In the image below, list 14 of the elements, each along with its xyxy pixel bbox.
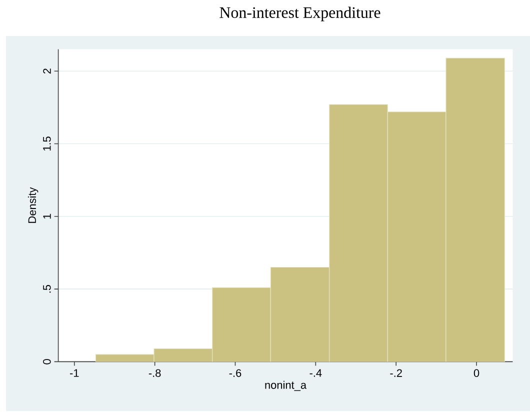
- x-tick-label: -.4: [310, 369, 322, 377]
- x-tick-label: 0: [474, 369, 480, 377]
- y-tick-label: 2: [43, 68, 51, 74]
- x-tick-label: -.2: [390, 369, 402, 377]
- y-tick-label: .5: [43, 284, 51, 293]
- x-axis-title: nonint_a: [265, 380, 307, 391]
- x-tick-label: -.6: [229, 369, 242, 377]
- y-axis-title: Density: [28, 187, 38, 223]
- y-tick-label: 1.5: [43, 136, 51, 151]
- y-tick-label: 1: [43, 214, 51, 219]
- x-tick-label: -.8: [148, 369, 161, 377]
- x-tick-label: -1: [70, 369, 79, 377]
- y-tick-label: 0: [43, 359, 51, 364]
- chart-title: Non-interest Expenditure: [220, 6, 380, 22]
